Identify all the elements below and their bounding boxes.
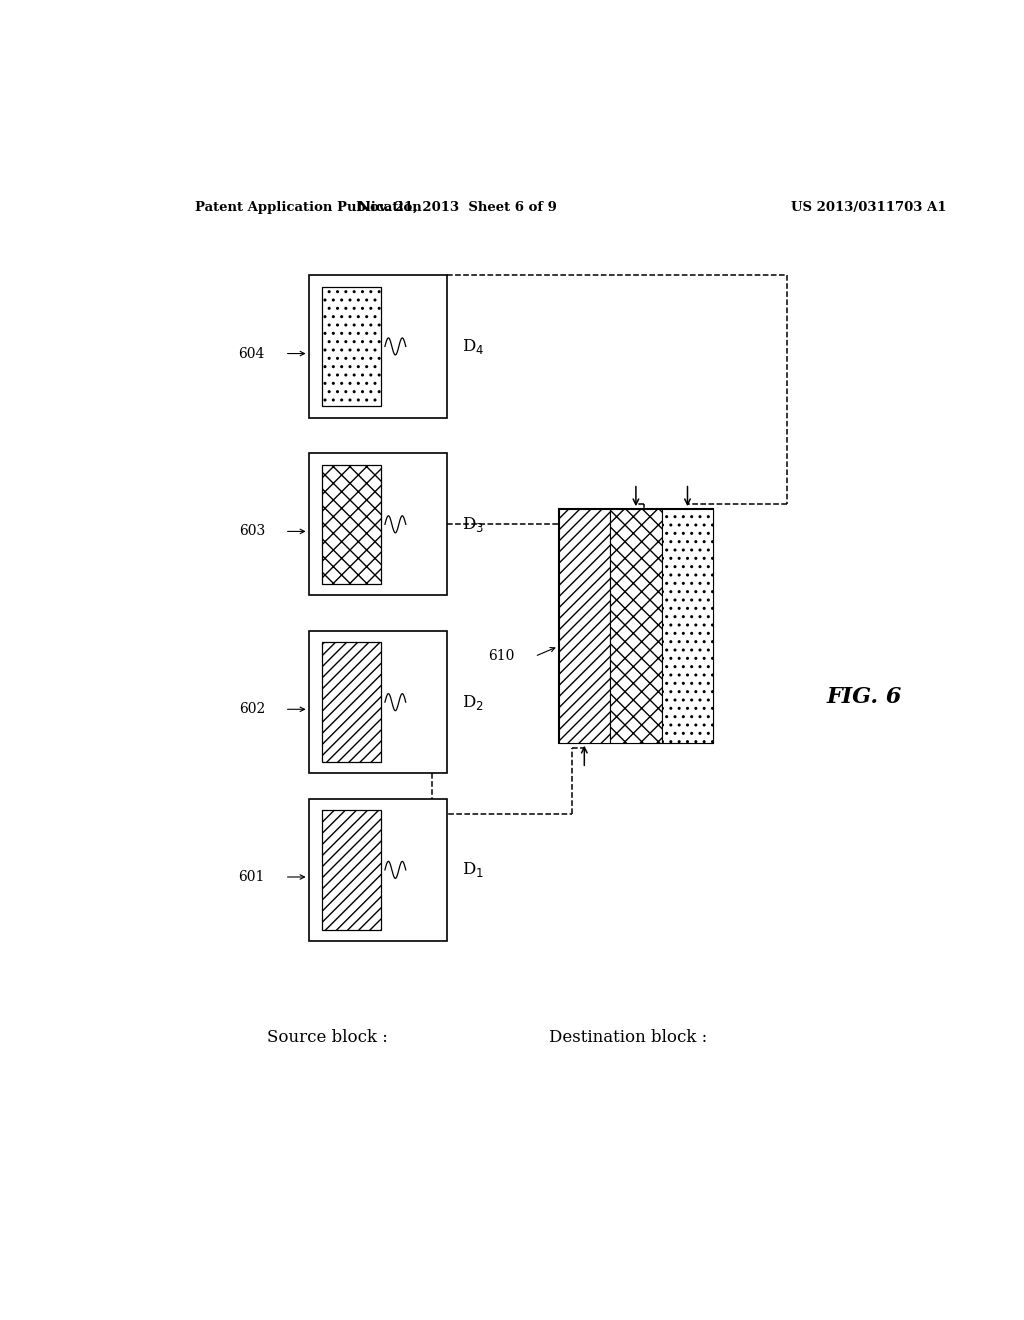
- Bar: [323, 643, 381, 762]
- Bar: [558, 510, 610, 743]
- Text: Nov. 21, 2013  Sheet 6 of 9: Nov. 21, 2013 Sheet 6 of 9: [358, 201, 557, 214]
- Bar: [308, 276, 447, 417]
- Text: Patent Application Publication: Patent Application Publication: [196, 201, 422, 214]
- Text: D$_4$: D$_4$: [462, 337, 484, 356]
- Text: 610: 610: [488, 649, 515, 664]
- Text: Destination block :: Destination block :: [549, 1030, 707, 1045]
- Bar: [308, 453, 447, 595]
- Text: US 2013/0311703 A1: US 2013/0311703 A1: [791, 201, 946, 214]
- Text: 604: 604: [239, 347, 265, 360]
- Text: D$_3$: D$_3$: [462, 515, 483, 533]
- Text: D$_1$: D$_1$: [462, 861, 483, 879]
- Bar: [323, 286, 381, 407]
- Text: D$_2$: D$_2$: [462, 693, 483, 711]
- Bar: [323, 465, 381, 583]
- Bar: [308, 631, 447, 774]
- Text: 601: 601: [239, 870, 265, 884]
- Bar: [308, 799, 447, 941]
- Bar: [558, 510, 714, 743]
- Bar: [323, 810, 381, 929]
- Bar: [662, 510, 714, 743]
- Text: FIG. 6: FIG. 6: [826, 686, 902, 708]
- Text: 603: 603: [239, 524, 265, 539]
- Text: Source block :: Source block :: [267, 1030, 388, 1045]
- Text: 602: 602: [239, 702, 265, 717]
- Bar: [610, 510, 662, 743]
